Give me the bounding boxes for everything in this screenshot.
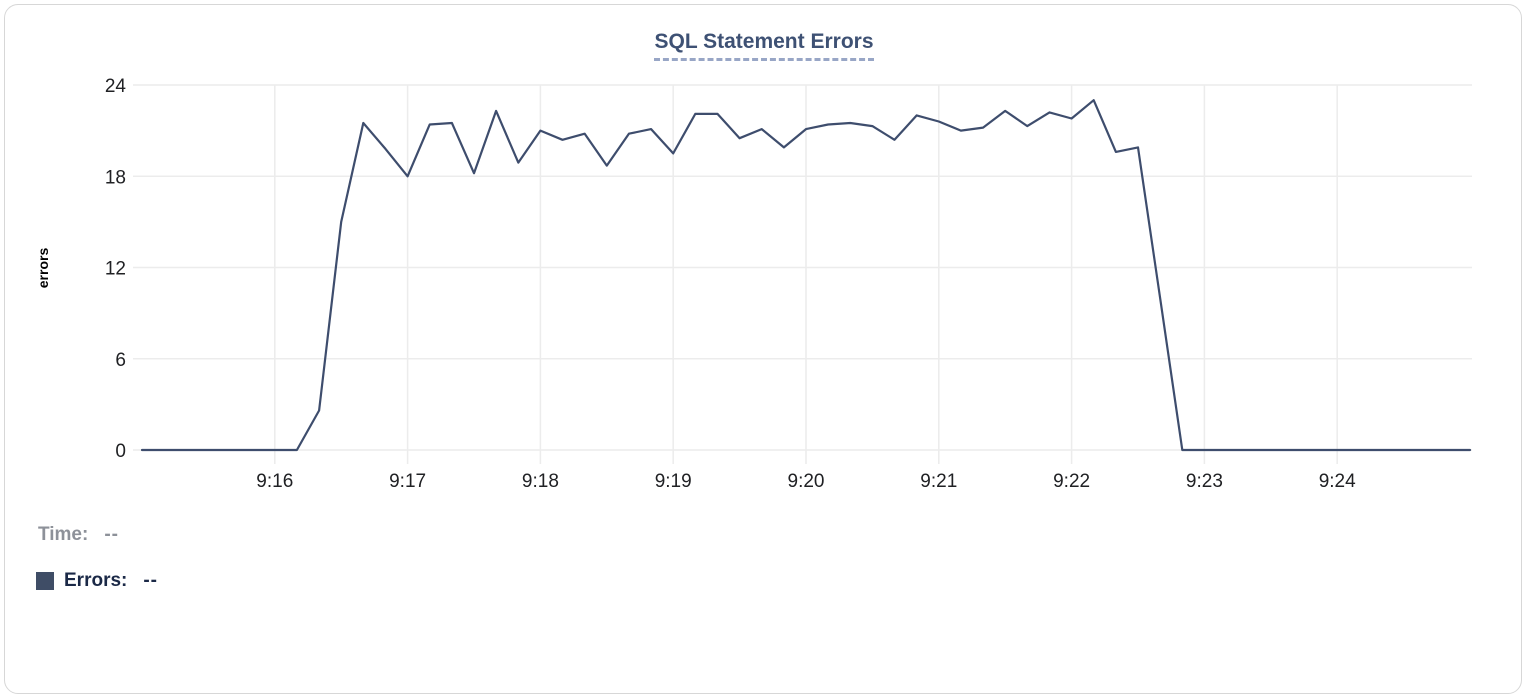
errors-series-swatch-icon	[36, 572, 54, 590]
chart-card	[4, 4, 1522, 694]
legend-time-value: --	[104, 524, 119, 545]
x-tick-label: 9:22	[1053, 471, 1090, 492]
y-tick-label: 12	[105, 259, 126, 280]
y-tick-label: 18	[105, 167, 126, 188]
x-tick-label: 9:23	[1186, 471, 1223, 492]
chart-header: SQL Statement Errors	[0, 30, 1528, 61]
errors-line-chart[interactable]: 9:16 9:17 9:18 9:19 9:20 9:21 9:22 9:23 9:24 0 6 12…	[0, 0, 1528, 505]
legend-errors-row: Errors: --	[36, 570, 158, 592]
legend-time-row: Time: --	[38, 524, 158, 546]
chart-title[interactable]: SQL Statement Errors	[654, 30, 874, 61]
errors-series-line	[140, 99, 1472, 452]
x-tick-label: 9:16	[256, 471, 293, 492]
y-axis-label: errors	[35, 248, 51, 289]
x-tick-label: 9:19	[655, 471, 692, 492]
legend-errors-label: Errors:	[64, 570, 128, 591]
x-tick-label: 9:20	[788, 471, 825, 492]
x-tick-label: 9:17	[389, 471, 426, 492]
y-tick-label: 6	[115, 350, 126, 371]
legend-time-label: Time:	[38, 524, 89, 545]
x-tick-label: 9:18	[522, 471, 559, 492]
x-tick-label: 9:21	[920, 471, 957, 492]
chart-legend: Time: -- Errors: --	[36, 524, 158, 592]
y-tick-label: 24	[105, 76, 127, 97]
y-tick-label: 0	[115, 441, 126, 462]
x-tick-label: 9:24	[1319, 471, 1356, 492]
legend-errors-value: --	[143, 570, 159, 591]
